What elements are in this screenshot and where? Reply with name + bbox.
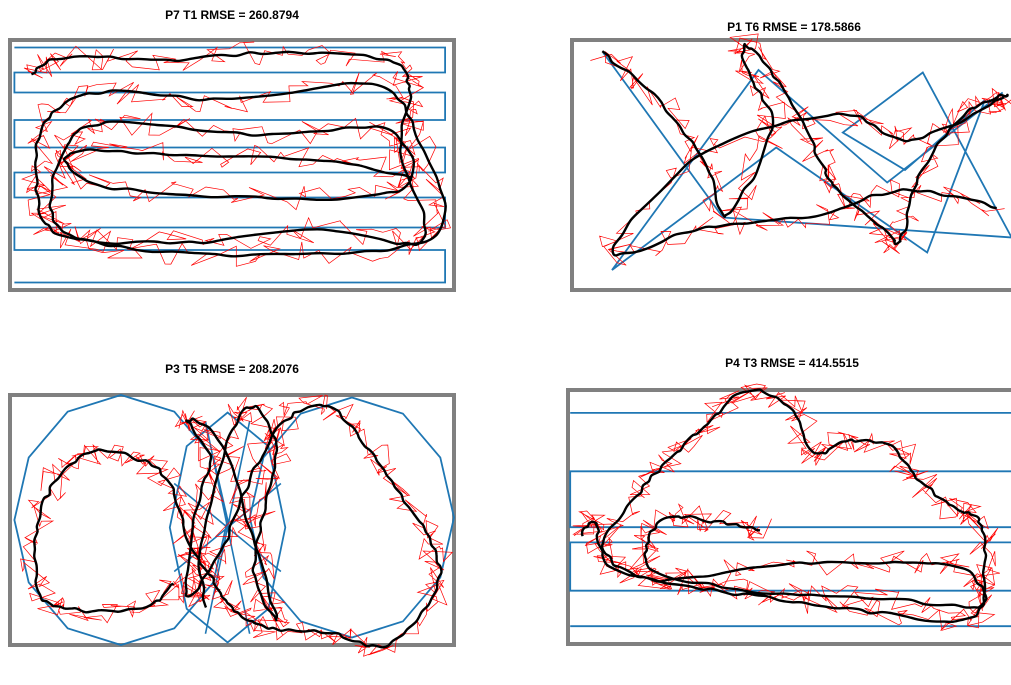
raw-trajectory	[590, 33, 1011, 266]
panel-title-4: P4 T3 RMSE = 414.5515	[725, 356, 859, 370]
smoothed-trajectory	[580, 388, 988, 624]
target-polygon	[248, 396, 455, 639]
target-trajectory	[13, 46, 446, 284]
target-polygon	[168, 411, 287, 644]
plot-frame	[566, 388, 1011, 646]
smoothed-trajectory	[33, 403, 443, 649]
panel-title-3: P3 T5 RMSE = 208.2076	[165, 362, 299, 376]
smoothed-trajectory	[601, 42, 1009, 257]
panel-2	[570, 33, 1011, 292]
plot-frame	[8, 38, 456, 292]
target-trajectory	[569, 412, 1011, 628]
raw-trajectory	[20, 394, 454, 657]
plot-frame	[570, 38, 1011, 292]
panel-title-2: P1 T6 RMSE = 178.5866	[727, 20, 861, 34]
raw-trajectory	[21, 41, 451, 267]
raw-trajectory	[572, 383, 1000, 631]
target-polygon	[13, 394, 229, 646]
panel-4	[566, 383, 1011, 646]
panel-1	[8, 38, 456, 292]
panel-3	[8, 393, 456, 657]
target-spoke	[226, 421, 251, 528]
smoothed-trajectory	[30, 50, 447, 258]
panel-title-1: P7 T1 RMSE = 260.8794	[165, 8, 299, 22]
